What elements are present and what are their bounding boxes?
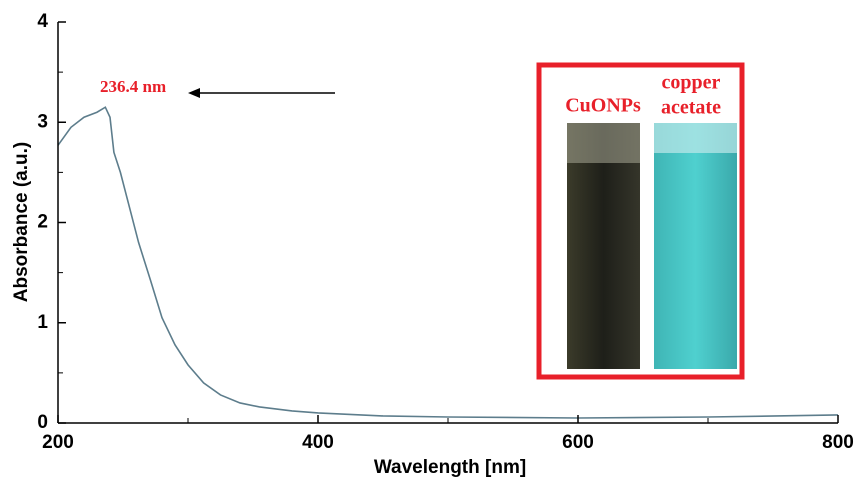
inset-label: CuONPs [565, 95, 641, 117]
x-tick-label: 200 [42, 432, 74, 453]
x-tick-label: 400 [302, 432, 334, 453]
x-axis-label: Wavelength [nm] [374, 457, 526, 478]
inset-label: acetate [661, 97, 721, 119]
cuvette-cyan [654, 123, 737, 369]
x-tick-label: 600 [562, 432, 594, 453]
x-tick-label: 800 [822, 432, 854, 453]
y-axis-label: Absorbance (a.u.) [11, 142, 32, 302]
inset: CuONPs copper acetate [536, 62, 745, 380]
y-tick-label: 4 [37, 11, 48, 32]
y-tick-label: 0 [37, 412, 48, 433]
peak-annotation: 236.4 nm [100, 77, 166, 96]
y-tick-label: 2 [37, 212, 48, 233]
inset-label: copper [662, 72, 721, 94]
axes [57, 21, 839, 424]
cuvette-dark [567, 123, 640, 369]
cuvette-cap [654, 123, 737, 153]
spectrum-line [57, 106, 839, 419]
y-tick-label: 1 [37, 312, 48, 333]
y-tick-label: 3 [37, 111, 48, 132]
cuvette-cap [567, 123, 640, 163]
arrow-head [188, 88, 200, 98]
